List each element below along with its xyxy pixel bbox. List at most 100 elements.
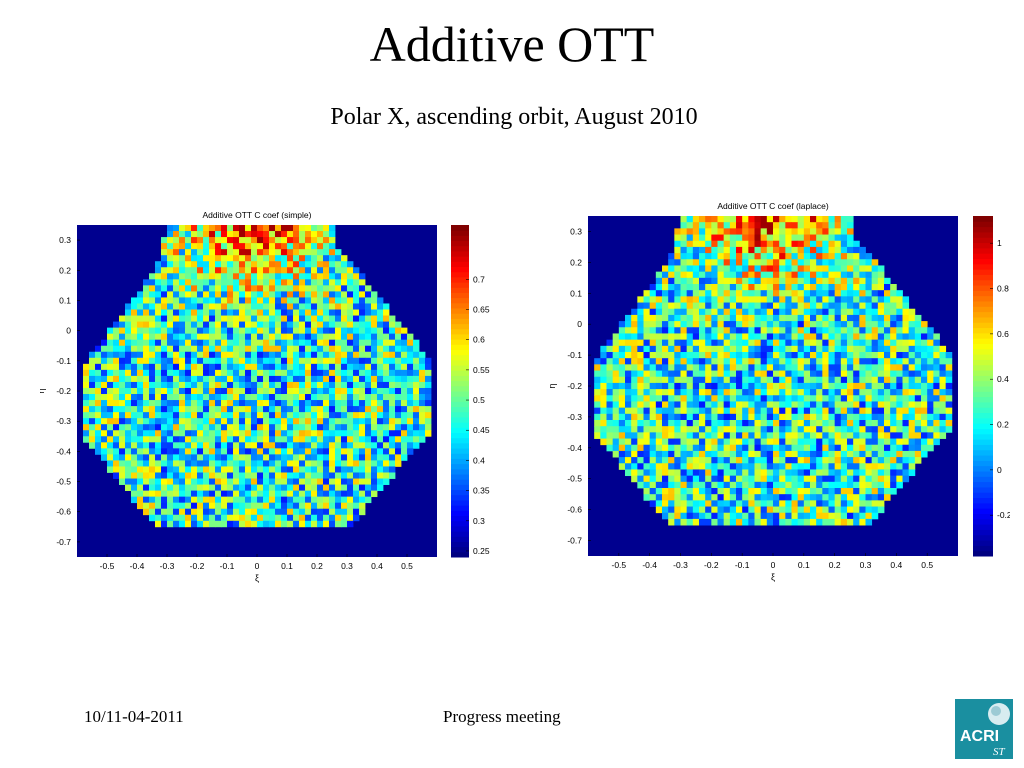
- heatmap-cell: [791, 308, 799, 316]
- heatmap-cell: [245, 363, 252, 371]
- heatmap-cell: [643, 494, 651, 501]
- heatmap-cell: [668, 358, 675, 365]
- heatmap-cell: [699, 426, 706, 433]
- heatmap-cell: [203, 333, 210, 341]
- heatmap-cell: [149, 327, 156, 335]
- heatmap-cell: [227, 321, 234, 329]
- heatmap-cell: [662, 389, 669, 396]
- heatmap-cell: [662, 382, 669, 390]
- heatmap-cell: [125, 430, 132, 437]
- heatmap-cell: [251, 400, 258, 407]
- heatmap-cell: [785, 512, 792, 520]
- heatmap-cell: [600, 352, 607, 359]
- heatmap-cell: [173, 369, 180, 377]
- heatmap-cell: [185, 520, 192, 528]
- heatmap-cell: [723, 277, 731, 285]
- heatmap-cell: [662, 494, 669, 501]
- heatmap-cell: [143, 430, 150, 437]
- heatmap-cell: [680, 457, 688, 464]
- heatmap-cell: [143, 490, 150, 498]
- heatmap-cell: [359, 508, 366, 516]
- heatmap-cell: [299, 345, 306, 353]
- heatmap-cell: [167, 261, 174, 268]
- heatmap-cell: [275, 472, 282, 479]
- heatmap-cell: [251, 472, 258, 479]
- heatmap-cell: [161, 502, 168, 510]
- heatmap-cell: [299, 225, 306, 232]
- heatmap-cell: [803, 518, 811, 526]
- heatmap-cell: [323, 363, 330, 371]
- heatmap-cell: [233, 231, 240, 238]
- heatmap-cell: [335, 472, 342, 479]
- x-tick-label: -0.5: [100, 561, 115, 571]
- heatmap-cell: [293, 412, 300, 419]
- heatmap-cell: [179, 261, 186, 268]
- heatmap-cell: [155, 460, 162, 467]
- heatmap-cell: [323, 303, 330, 310]
- heatmap-cell: [167, 406, 174, 413]
- heatmap-cell: [149, 448, 156, 455]
- heatmap-cell: [203, 484, 210, 491]
- heatmap-cell: [227, 351, 234, 359]
- heatmap-cell: [155, 514, 162, 522]
- heatmap-cell: [686, 302, 694, 310]
- colorbar-band: [451, 411, 469, 418]
- heatmap-cell: [257, 520, 264, 528]
- heatmap-cell: [847, 314, 854, 322]
- heatmap-cell: [810, 296, 817, 303]
- heatmap-cell: [377, 315, 384, 322]
- heatmap-cell: [209, 315, 216, 322]
- heatmap-cell: [939, 395, 947, 402]
- heatmap-cell: [902, 296, 910, 303]
- heatmap-cell: [323, 406, 330, 413]
- heatmap-cell: [137, 472, 144, 479]
- heatmap-cell: [233, 466, 240, 473]
- heatmap-cell: [239, 484, 246, 491]
- heatmap-cell: [275, 406, 282, 413]
- heatmap-cell: [711, 450, 718, 458]
- heatmap-cell: [233, 406, 240, 413]
- heatmap-cell: [287, 249, 294, 256]
- heatmap-cell: [233, 249, 240, 256]
- heatmap-cell: [711, 352, 718, 359]
- heatmap-cell: [754, 475, 762, 483]
- heatmap-cell: [914, 358, 922, 365]
- heatmap-cell: [674, 358, 681, 365]
- x-axis-label: ξ: [255, 573, 259, 583]
- heatmap-cell: [655, 284, 663, 291]
- heatmap-cell: [347, 520, 354, 528]
- heatmap-cell: [221, 303, 228, 310]
- heatmap-cell: [840, 234, 848, 242]
- heatmap-cell: [773, 413, 780, 421]
- heatmap-cell: [131, 442, 138, 449]
- heatmap-cell: [239, 351, 246, 359]
- heatmap-cell: [131, 466, 138, 473]
- heatmap-cell: [143, 309, 150, 316]
- heatmap-cell: [939, 420, 947, 427]
- heatmap-cell: [766, 321, 774, 328]
- heatmap-cell: [600, 382, 607, 390]
- heatmap-cell: [859, 296, 866, 303]
- heatmap-cell: [287, 267, 294, 274]
- heatmap-cell: [215, 333, 222, 341]
- heatmap-cell: [269, 261, 276, 268]
- heatmap-cell: [161, 400, 168, 407]
- heatmap-cell: [401, 351, 408, 359]
- heatmap-cell: [257, 508, 264, 516]
- colorbar-band: [973, 455, 993, 461]
- heatmap-cell: [269, 412, 276, 419]
- heatmap-cell: [173, 285, 180, 292]
- heatmap-cell: [692, 512, 700, 520]
- slide-subtitle: Polar X, ascending orbit, August 2010: [330, 104, 698, 130]
- heatmap-cell: [606, 370, 614, 378]
- heatmap-cell: [215, 225, 222, 232]
- heatmap-cell: [335, 496, 342, 504]
- heatmap-cell: [748, 234, 755, 242]
- heatmap-cell: [797, 302, 805, 310]
- heatmap-cell: [760, 327, 768, 334]
- heatmap-cell: [884, 438, 891, 446]
- heatmap-cell: [773, 234, 780, 242]
- heatmap-cell: [341, 261, 348, 268]
- colorbar-band: [973, 508, 993, 514]
- heatmap-cell: [705, 345, 712, 353]
